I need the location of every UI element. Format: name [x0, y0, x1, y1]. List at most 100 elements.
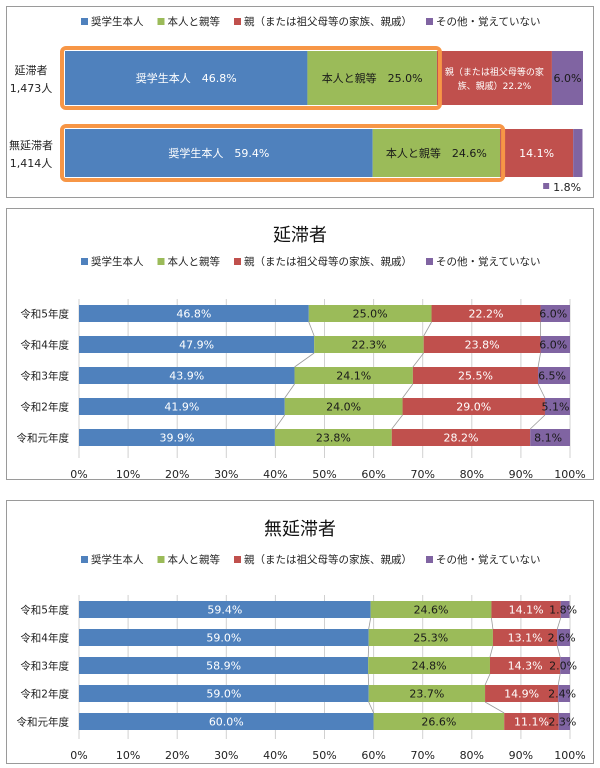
- series-connector-line: [391, 414, 403, 430]
- data-label: 23.7%: [409, 688, 444, 701]
- data-label: 23.8%: [465, 339, 500, 352]
- legend-label-2: 本人と親等: [168, 255, 221, 268]
- data-label: 11.1%: [514, 716, 549, 729]
- category-label: 令和2年度: [20, 688, 69, 701]
- data-label-marker: [543, 183, 550, 189]
- bar-segment: [65, 51, 308, 105]
- category-label: 令和4年度: [20, 339, 69, 352]
- x-tick-label: 0%: [70, 468, 87, 481]
- legend-swatch-4: [426, 258, 433, 265]
- data-label: 14.1%: [509, 604, 544, 617]
- x-tick-label: 20%: [165, 468, 189, 481]
- x-tick-label: 70%: [410, 468, 434, 481]
- legend-label-1: 奨学生本人: [91, 553, 144, 566]
- category-label: 令和5年度: [20, 308, 69, 321]
- data-label: 46.8%: [176, 308, 211, 321]
- bar-segment: [373, 713, 505, 730]
- x-tick-label: 100%: [554, 749, 585, 762]
- x-tick-label: 50%: [312, 468, 336, 481]
- legend-label-2: 本人と親等: [168, 553, 221, 566]
- bar-segment: [79, 657, 369, 674]
- bar-segment: [485, 685, 559, 702]
- bar-segment: [79, 336, 315, 353]
- x-tick-label: 40%: [263, 749, 287, 762]
- data-label: 25.3%: [413, 632, 448, 645]
- series-connector-line: [556, 645, 561, 658]
- data-label: 6.0%: [539, 308, 567, 321]
- bar-segment: [307, 51, 437, 105]
- data-label: 13.1%: [508, 632, 543, 645]
- bar-segment: [370, 601, 492, 618]
- category-count: 1,473人: [10, 82, 53, 95]
- bar-segment: [489, 657, 561, 674]
- legend-swatch-2: [157, 18, 165, 25]
- data-label: 5.1%: [542, 401, 570, 414]
- data-label: 14.3%: [508, 660, 543, 673]
- bar-segment: [540, 336, 570, 353]
- x-tick-label: 50%: [312, 749, 336, 762]
- data-label: 59.0%: [206, 632, 241, 645]
- x-tick-label: 100%: [554, 468, 585, 481]
- data-label: 奨学生本人 46.8%: [136, 71, 237, 85]
- x-tick-label: 30%: [214, 749, 238, 762]
- series-connector-line: [308, 321, 315, 337]
- bar-segment: [436, 51, 552, 105]
- category-label: 令和元年度: [17, 432, 70, 445]
- data-label: 2.3%: [548, 716, 576, 729]
- data-label: 24.0%: [326, 401, 361, 414]
- data-label: 25.5%: [458, 370, 493, 383]
- data-label: 2.4%: [548, 688, 576, 701]
- category-label: 令和3年度: [20, 370, 69, 383]
- bar-segment: [504, 713, 559, 730]
- data-label: 2.6%: [548, 632, 576, 645]
- series-connector-line: [556, 617, 562, 630]
- data-label: 8.1%: [534, 432, 562, 445]
- bar-segment: [402, 398, 545, 415]
- bar-segment: [79, 629, 369, 646]
- x-tick-label: 40%: [263, 468, 287, 481]
- bar-segment: [558, 685, 570, 702]
- legend-swatch-3: [234, 556, 241, 563]
- data-label: 59.4%: [207, 604, 242, 617]
- x-tick-label: 0%: [70, 749, 87, 762]
- bar-segment: [79, 713, 374, 730]
- category-count: 1,414人: [10, 157, 53, 170]
- category-label: 令和3年度: [20, 660, 69, 673]
- bar-segment: [560, 657, 570, 674]
- bar-segment: [573, 129, 583, 177]
- legend-swatch-3: [234, 18, 241, 25]
- data-label: 24.8%: [412, 660, 447, 673]
- data-label: 14.1%: [519, 147, 554, 160]
- series-connector-line: [412, 352, 424, 368]
- bar-segment: [368, 629, 493, 646]
- data-label: 22.3%: [351, 339, 386, 352]
- bar-segment: [558, 713, 570, 730]
- bar-segment: [492, 629, 558, 646]
- bar-segment: [65, 129, 373, 177]
- data-label: 41.9%: [164, 401, 199, 414]
- legend-label-4: その他・覚えていない: [436, 553, 540, 566]
- category-label: 無延滞者: [9, 138, 53, 152]
- x-tick-label: 90%: [509, 749, 533, 762]
- x-tick-label: 90%: [509, 468, 533, 481]
- series-connector-line: [284, 383, 295, 399]
- data-label: 本人と親等 24.6%: [386, 146, 487, 160]
- bar-segment: [423, 336, 541, 353]
- bar-segment: [284, 398, 403, 415]
- legend-swatch-4: [426, 18, 433, 25]
- category-label: 令和2年度: [20, 401, 69, 414]
- x-tick-label: 70%: [410, 749, 434, 762]
- data-label: 28.2%: [444, 432, 479, 445]
- bar-segment: [491, 601, 561, 618]
- legend-label-4: その他・覚えていない: [436, 15, 540, 28]
- data-label: 43.9%: [169, 370, 204, 383]
- data-label: 29.0%: [456, 401, 491, 414]
- data-label: 22.2%: [469, 308, 504, 321]
- x-tick-label: 60%: [361, 468, 385, 481]
- data-label: 親（または祖父母等の家: [445, 66, 544, 78]
- series-connector-line: [274, 414, 286, 430]
- bar-segment: [538, 367, 570, 384]
- series-connector-line: [484, 673, 491, 686]
